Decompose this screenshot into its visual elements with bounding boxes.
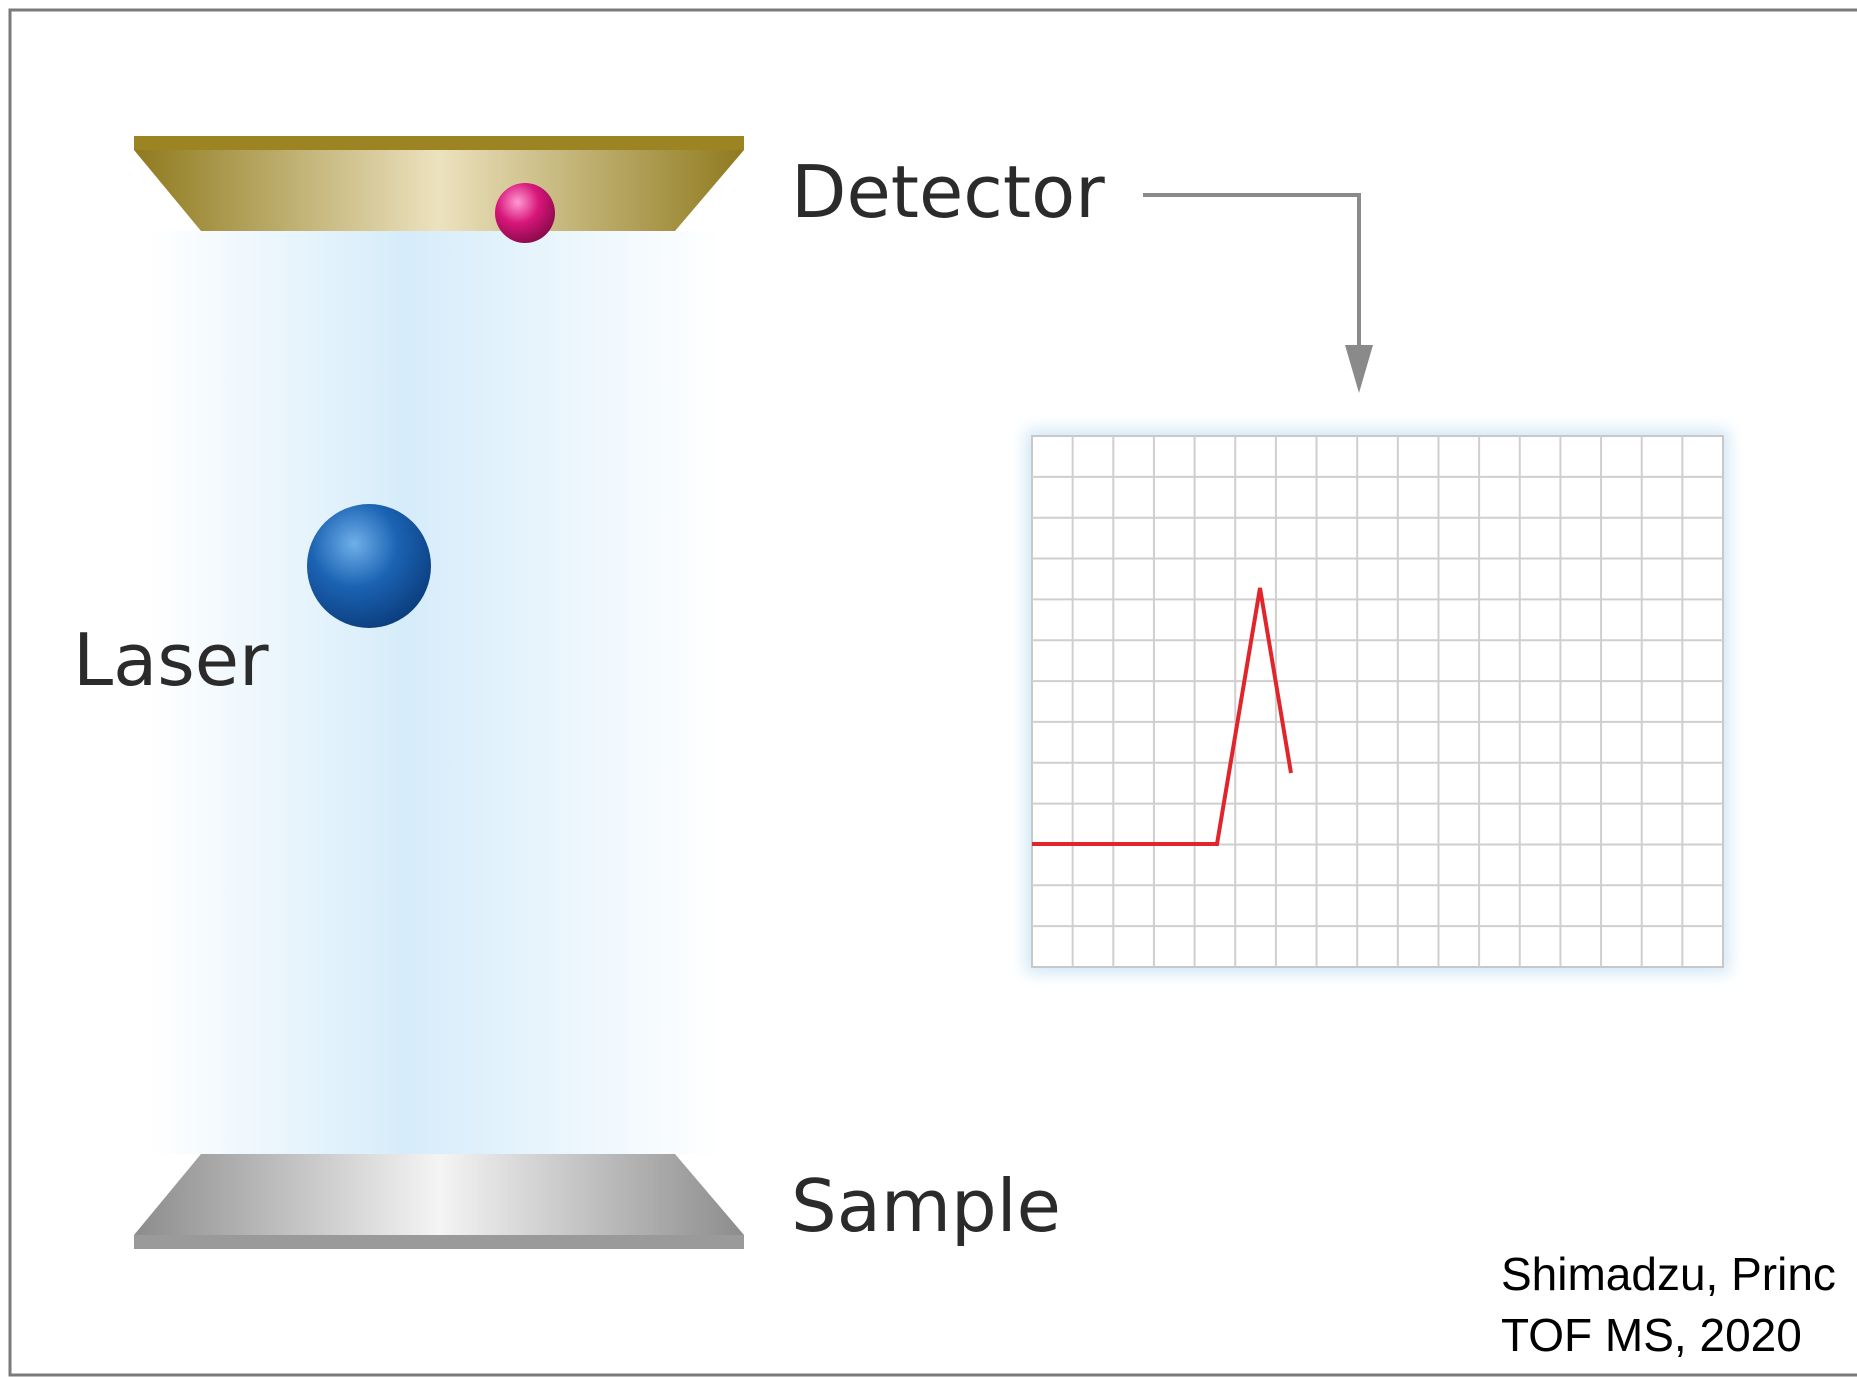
screen — [1031, 435, 1724, 968]
screen-grid — [1032, 436, 1723, 967]
laser-label: Laser — [73, 618, 269, 702]
arrow-line — [1143, 193, 1361, 370]
large-ion — [307, 504, 431, 628]
sample-plate — [134, 1154, 744, 1249]
detector-plate — [134, 136, 744, 231]
sample-edge — [134, 1235, 744, 1249]
detector-label: Detector — [791, 150, 1105, 234]
ion-beam — [148, 231, 722, 1154]
citation-line-2: TOF MS, 2020 — [1501, 1309, 1802, 1361]
sample-label: Sample — [791, 1164, 1061, 1248]
small-ion — [495, 183, 555, 243]
signal-trace — [1032, 587, 1293, 846]
arrow-head — [1345, 345, 1373, 393]
citation-line-1: Shimadzu, Princ — [1501, 1248, 1836, 1300]
detector-edge — [134, 136, 744, 150]
